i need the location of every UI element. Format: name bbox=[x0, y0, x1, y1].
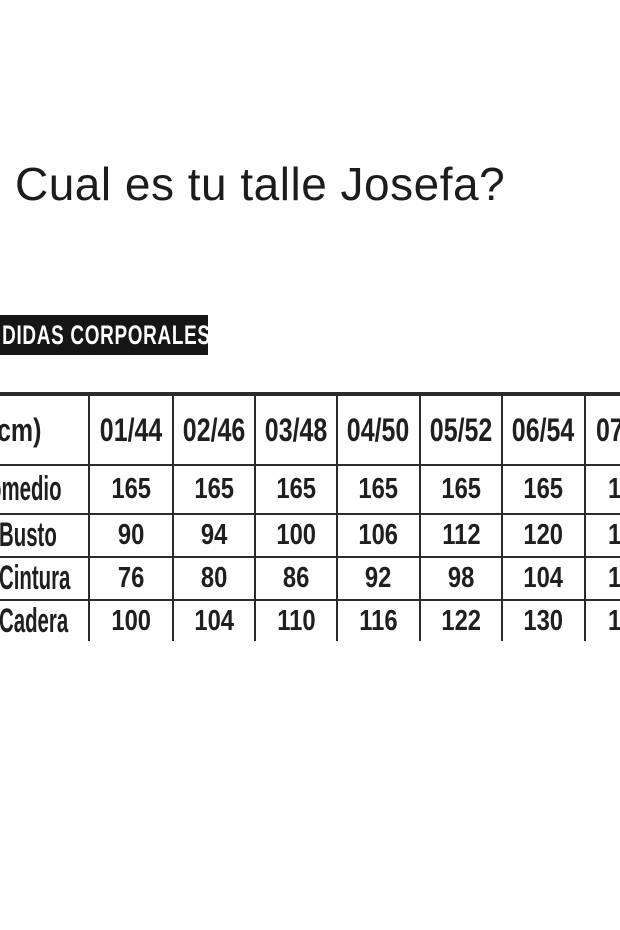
row-label: Cintura bbox=[0, 556, 90, 601]
section-banner-label: DIDAS CORPORALES bbox=[2, 320, 208, 350]
column-header-size: 05/52 bbox=[419, 392, 503, 466]
column-header-size: 04/50 bbox=[336, 392, 421, 466]
column-header-size: 06/54 bbox=[501, 392, 586, 466]
measurement-cell: 106 bbox=[336, 513, 421, 558]
measurement-cell: 86 bbox=[254, 556, 338, 601]
measurement-cell: 92 bbox=[336, 556, 421, 601]
table-row: Cintura 76 80 86 92 98 104 1 bbox=[0, 556, 620, 601]
size-table-container: cm) 01/44 02/46 03/48 04/50 05/52 06/54 … bbox=[0, 392, 620, 641]
measurement-cell: 116 bbox=[336, 599, 421, 641]
row-label: omedio bbox=[0, 464, 90, 515]
table-row: omedio 165 165 165 165 165 165 1 bbox=[0, 464, 620, 515]
measurement-cell: 104 bbox=[172, 599, 256, 641]
measurement-cell-cut: 1 bbox=[584, 464, 620, 515]
measurement-cell: 90 bbox=[88, 513, 174, 558]
measurement-cell-cut: 1 bbox=[584, 556, 620, 601]
measurement-cell: 98 bbox=[419, 556, 503, 601]
measurement-cell: 165 bbox=[88, 464, 174, 515]
measurement-cell: 165 bbox=[419, 464, 503, 515]
measurement-cell: 112 bbox=[419, 513, 503, 558]
measurement-cell: 100 bbox=[88, 599, 174, 641]
table-row: Cadera 100 104 110 116 122 130 1 bbox=[0, 599, 620, 641]
measurement-cell: 76 bbox=[88, 556, 174, 601]
measurement-cell: 165 bbox=[501, 464, 586, 515]
measurement-cell: 130 bbox=[501, 599, 586, 641]
column-header-size: 01/44 bbox=[88, 392, 174, 466]
row-label: Busto bbox=[0, 513, 90, 558]
measurement-cell: 165 bbox=[254, 464, 338, 515]
page-title: Cual es tu talle Josefa? bbox=[15, 158, 506, 210]
table-row: Busto 90 94 100 106 112 120 1 bbox=[0, 513, 620, 558]
section-banner: DIDAS CORPORALES bbox=[0, 315, 208, 355]
measurement-cell-cut: 1 bbox=[584, 599, 620, 641]
measurement-cell: 100 bbox=[254, 513, 338, 558]
column-header-unit: cm) bbox=[0, 392, 90, 466]
measurement-cell: 94 bbox=[172, 513, 256, 558]
measurement-cell: 122 bbox=[419, 599, 503, 641]
row-label: Cadera bbox=[0, 599, 90, 641]
column-header-size-cut: 07 bbox=[584, 392, 620, 466]
column-header-size: 02/46 bbox=[172, 392, 256, 466]
measurement-cell: 120 bbox=[501, 513, 586, 558]
measurement-cell: 104 bbox=[501, 556, 586, 601]
measurement-cell: 110 bbox=[254, 599, 338, 641]
column-header-size: 03/48 bbox=[254, 392, 338, 466]
body-measurements-table: cm) 01/44 02/46 03/48 04/50 05/52 06/54 … bbox=[0, 392, 620, 641]
measurement-cell: 165 bbox=[172, 464, 256, 515]
header-row: cm) 01/44 02/46 03/48 04/50 05/52 06/54 … bbox=[0, 392, 620, 466]
measurement-cell: 80 bbox=[172, 556, 256, 601]
measurement-cell: 165 bbox=[336, 464, 421, 515]
measurement-cell-cut: 1 bbox=[584, 513, 620, 558]
